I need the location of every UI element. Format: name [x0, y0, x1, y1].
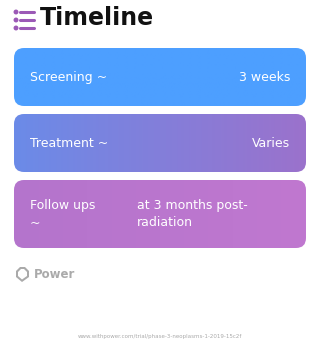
- Circle shape: [14, 26, 18, 30]
- Text: Follow ups: Follow ups: [30, 198, 95, 212]
- Polygon shape: [18, 269, 27, 279]
- Text: Screening ~: Screening ~: [30, 70, 107, 84]
- Text: Treatment ~: Treatment ~: [30, 136, 108, 150]
- Text: www.withpower.com/trial/phase-3-neoplasms-1-2019-15c2f: www.withpower.com/trial/phase-3-neoplasm…: [78, 334, 242, 339]
- Circle shape: [14, 10, 18, 14]
- Text: Varies: Varies: [252, 136, 290, 150]
- Circle shape: [14, 18, 18, 22]
- Text: Timeline: Timeline: [39, 6, 154, 30]
- Text: at 3 months post-: at 3 months post-: [137, 198, 247, 212]
- Text: radiation: radiation: [137, 217, 193, 229]
- Polygon shape: [16, 267, 29, 282]
- Text: Power: Power: [34, 268, 76, 280]
- Text: ~: ~: [30, 217, 41, 229]
- Text: 3 weeks: 3 weeks: [239, 70, 290, 84]
